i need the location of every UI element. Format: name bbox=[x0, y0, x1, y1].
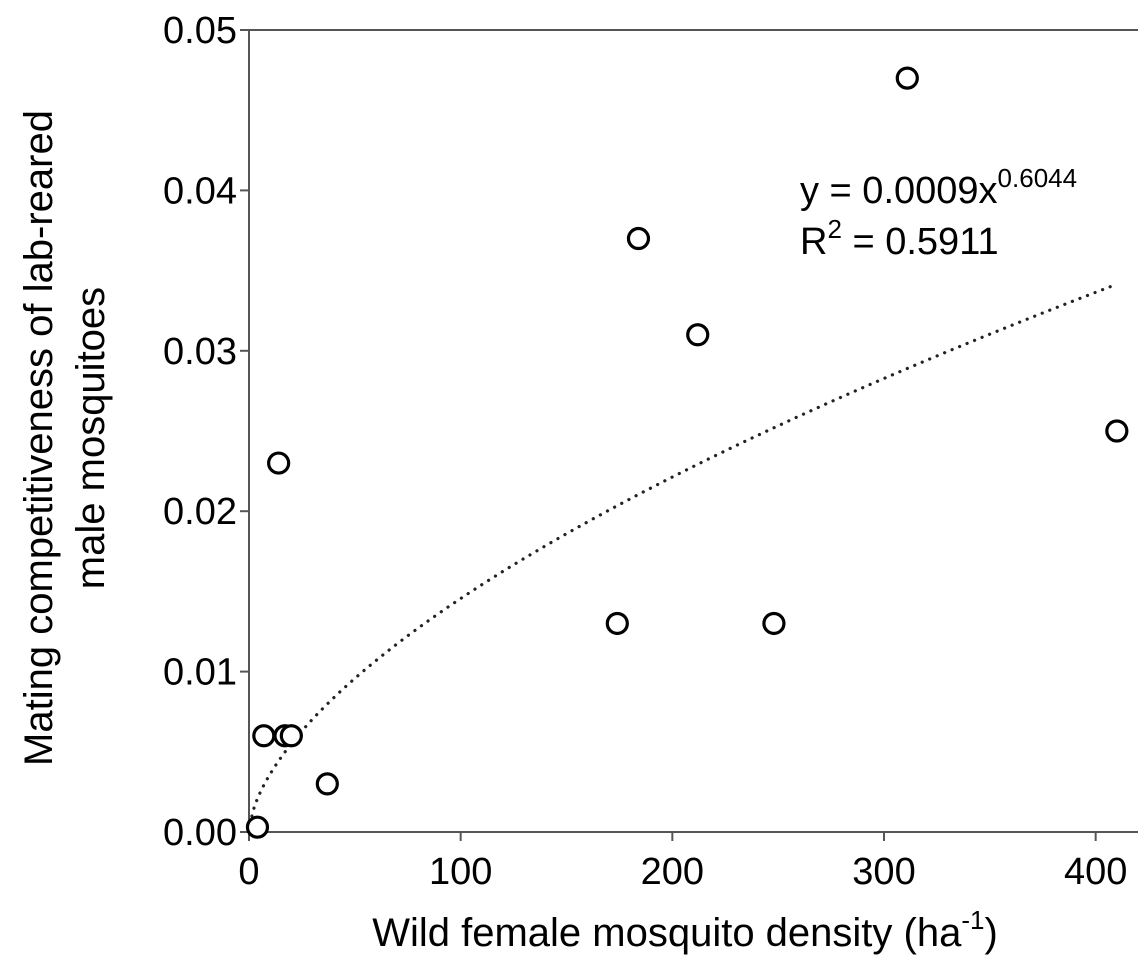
x-tick-label: 0 bbox=[238, 851, 259, 893]
y-tick-label: 0.04 bbox=[163, 170, 237, 212]
trendline-equation: y = 0.0009x0.6044 bbox=[800, 163, 1077, 212]
r-squared-value: = 0.5911 bbox=[842, 221, 999, 263]
data-point bbox=[686, 323, 710, 347]
equation-prefix: y = 0.0009x bbox=[800, 170, 998, 212]
data-point bbox=[895, 66, 919, 90]
y-tick-label: 0.01 bbox=[163, 652, 237, 694]
y-axis-title-line2: male mosquitoes bbox=[69, 287, 113, 589]
data-point bbox=[762, 611, 786, 636]
y-tick-label: 0.03 bbox=[163, 331, 237, 373]
trendline-group bbox=[247, 282, 1119, 834]
x-axis-title-suffix: ) bbox=[984, 911, 997, 955]
y-tick-label: 0.00 bbox=[163, 812, 237, 854]
data-point bbox=[245, 815, 270, 839]
data-point bbox=[252, 724, 276, 748]
r-squared-prefix: R bbox=[800, 221, 827, 263]
x-axis-title: Wild female mosquito density (ha-1) bbox=[372, 905, 998, 955]
axes bbox=[248, 29, 1138, 833]
r-squared-label: R2 = 0.5911 bbox=[800, 214, 999, 263]
data-points bbox=[245, 66, 1129, 839]
y-axis-title-line1: Mating competitiveness of lab-reared bbox=[17, 110, 61, 766]
x-tick-label: 300 bbox=[852, 851, 915, 893]
data-point bbox=[605, 611, 629, 636]
data-point bbox=[626, 226, 651, 251]
y-tick-label: 0.02 bbox=[163, 491, 237, 533]
x-axis-title-superscript: -1 bbox=[961, 905, 984, 935]
x-tick-label: 100 bbox=[429, 851, 492, 893]
equation-exponent: 0.6044 bbox=[998, 163, 1078, 193]
x-tick-label: 200 bbox=[641, 851, 704, 893]
data-point bbox=[267, 451, 291, 475]
data-point bbox=[315, 772, 339, 796]
axis-ticks: 0.00 0.01 0.02 0.03 0.04 0.05 0 100 200 300 400 bbox=[163, 10, 1127, 893]
r-squared-power: 2 bbox=[827, 214, 841, 244]
x-axis-title-text: Wild female mosquito density (ha bbox=[372, 911, 962, 955]
data-point bbox=[279, 724, 303, 748]
y-tick-label: 0.05 bbox=[163, 10, 237, 52]
trendline bbox=[247, 282, 1119, 834]
x-tick-label: 400 bbox=[1064, 851, 1127, 893]
data-point bbox=[1105, 419, 1129, 443]
y-axis-title: Mating competitiveness of lab-reared mal… bbox=[17, 110, 113, 766]
